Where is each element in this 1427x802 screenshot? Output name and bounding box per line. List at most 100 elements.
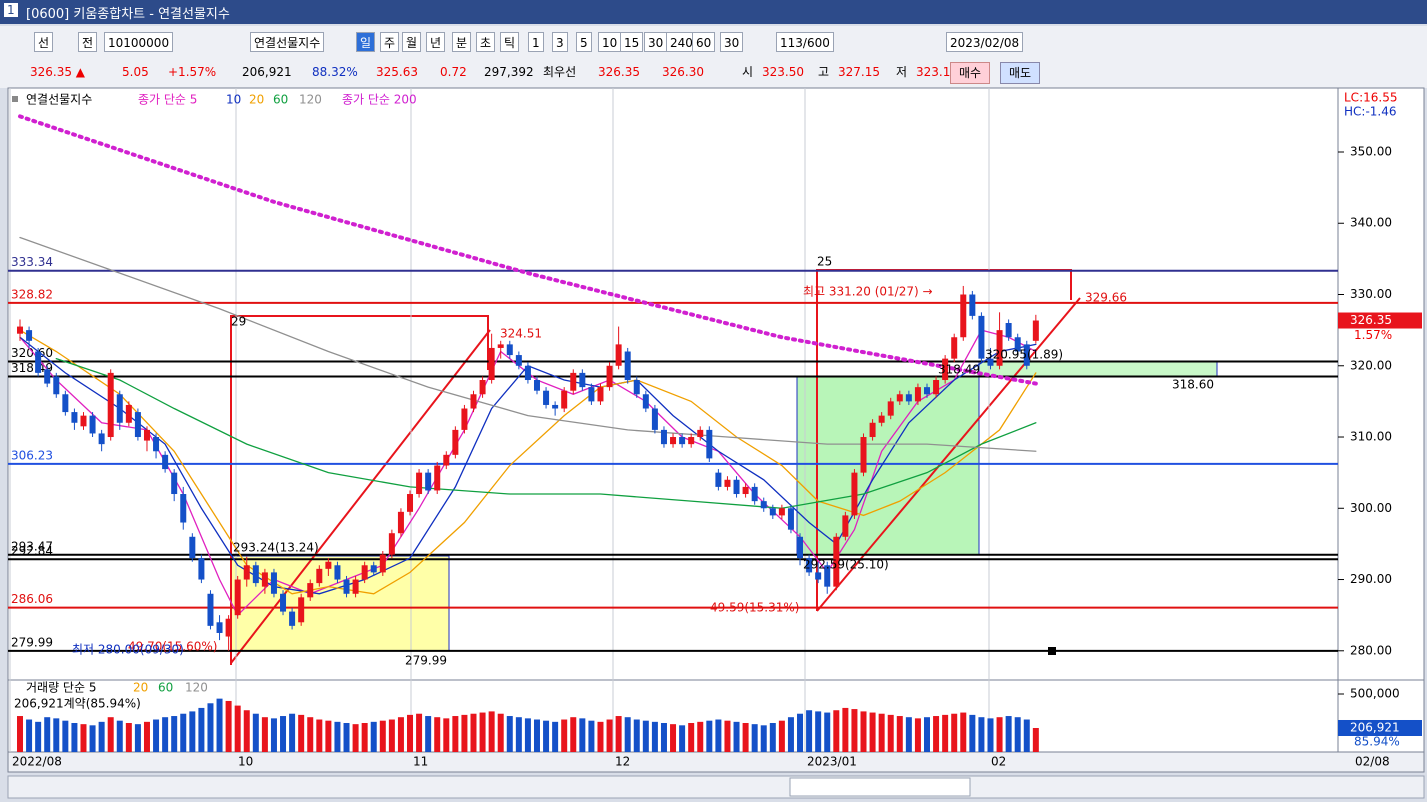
volume-bar: [660, 723, 667, 752]
candle-body: [833, 536, 840, 587]
candle-body: [688, 437, 695, 445]
volume-bar: [706, 720, 713, 752]
level-label: 328.82: [11, 287, 53, 301]
toolbar-button[interactable]: 30: [644, 32, 668, 52]
candle-body: [143, 429, 150, 441]
candle-body: [479, 380, 486, 395]
toolbar-button[interactable]: 선: [34, 32, 54, 52]
volume-bar: [815, 711, 822, 752]
toolbar-button[interactable]: 113/600: [776, 32, 834, 52]
quote-field[interactable]: 매수: [950, 62, 991, 84]
candle-body: [887, 401, 894, 416]
candle-body: [860, 437, 867, 473]
candle-body: [942, 358, 949, 381]
scrollbar[interactable]: [7, 775, 1425, 799]
candle-body: [842, 515, 849, 537]
candle-body: [869, 422, 876, 438]
toolbar-button[interactable]: 연결선물지수: [250, 32, 325, 52]
quote-field[interactable]: +1.57%: [168, 65, 217, 79]
range-box: [978, 361, 1218, 377]
candle-body: [1023, 344, 1030, 366]
volume-bar: [189, 711, 196, 752]
scroll-thumb[interactable]: [789, 777, 971, 797]
toolbar-button[interactable]: 1: [528, 32, 544, 52]
date-axis: [7, 751, 1425, 773]
toolbar-button[interactable]: 3: [552, 32, 568, 52]
volume-bar: [797, 713, 804, 752]
quote-field[interactable]: 5.05: [122, 65, 149, 79]
toolbar-button[interactable]: 주: [380, 32, 400, 52]
toolbar-button[interactable]: 2023/02/08: [946, 32, 1024, 52]
volume-bar: [842, 707, 849, 752]
quote-field[interactable]: 323.50: [762, 65, 804, 79]
y-tick-label: 300.00: [1350, 501, 1392, 515]
quote-field[interactable]: 327.15: [838, 65, 880, 79]
quote-field[interactable]: 매도: [1000, 62, 1041, 84]
volume-bar: [352, 724, 359, 752]
toolbar-button[interactable]: 60: [692, 32, 716, 52]
quote-field[interactable]: 고: [818, 65, 830, 79]
volume-bar: [697, 721, 704, 752]
candle-body: [488, 347, 495, 381]
candle-body: [198, 558, 205, 580]
toolbar-button[interactable]: 5: [576, 32, 592, 52]
quote-field[interactable]: 시: [742, 65, 754, 79]
volume-bar: [597, 721, 604, 752]
volume-bar: [307, 717, 314, 752]
volume-bar: [996, 717, 1003, 752]
quote-field[interactable]: 326.30: [662, 65, 704, 79]
volume-bar: [461, 714, 468, 752]
volume-bar: [397, 717, 404, 752]
toolbar-button[interactable]: 분: [452, 32, 472, 52]
toolbar-button[interactable]: 초: [476, 32, 496, 52]
quote-field[interactable]: 325.63: [376, 65, 418, 79]
quote-field[interactable]: 326.35 ▲: [30, 65, 86, 79]
title-bar: 1 [0600] 키움종합차트 - 연결선물지수: [0, 0, 1427, 24]
annotation: 329.66: [1085, 291, 1127, 305]
candle-body: [797, 536, 804, 559]
volume-bar: [180, 713, 187, 752]
toolbar-button[interactable]: 일: [356, 32, 376, 52]
candle-body: [443, 454, 450, 466]
candle-body: [26, 330, 33, 341]
quote-field[interactable]: 206,921: [242, 65, 292, 79]
candle-body: [452, 429, 459, 455]
legend-box: [12, 96, 18, 102]
quote-field[interactable]: 297,392: [484, 65, 534, 79]
candle-body: [624, 351, 631, 381]
quote-field[interactable]: 최우선: [543, 65, 577, 79]
annotation: 49.70(15.60%): [128, 640, 217, 654]
toolbar-button[interactable]: 15: [620, 32, 644, 52]
moving-average: [19, 236, 1037, 452]
candle-body: [951, 337, 958, 359]
volume-bar: [361, 723, 368, 752]
moving-average: [18, 114, 1038, 386]
candle-body: [914, 387, 921, 402]
candle-body: [361, 565, 368, 580]
volume-bar: [824, 712, 831, 752]
window-title: [0600] 키움종합차트 - 연결선물지수: [26, 7, 230, 22]
toolbar-button[interactable]: 10100000: [104, 32, 174, 52]
candle-body: [533, 380, 540, 391]
candle-body: [724, 479, 731, 487]
volume-bar: [261, 717, 268, 752]
quote-field[interactable]: 저: [896, 65, 908, 79]
volume-bar: [588, 720, 595, 752]
quote-field[interactable]: 323.10: [916, 65, 958, 79]
quote-field[interactable]: 88.32%: [312, 65, 358, 79]
candle-body: [461, 408, 468, 430]
quote-field[interactable]: 326.35: [598, 65, 640, 79]
volume-bar: [89, 725, 96, 752]
toolbar-button[interactable]: 전: [78, 32, 98, 52]
toolbar-button[interactable]: 240: [666, 32, 697, 52]
toolbar-button[interactable]: 년: [426, 32, 446, 52]
toolbar-button[interactable]: 월: [402, 32, 422, 52]
toolbar-button[interactable]: 30: [720, 32, 744, 52]
candle-body: [996, 330, 1003, 366]
legend-item: 60: [273, 93, 288, 107]
candle-body: [98, 433, 105, 445]
toolbar: 선 전 10100000 연결선물지수 일 주 월 년 분 초 틱 1 3 5 10 15 30 240 60 30 1…: [0, 26, 1427, 88]
quote-field[interactable]: 0.72: [440, 65, 467, 79]
candle-body: [851, 472, 858, 516]
toolbar-button[interactable]: 틱: [500, 32, 520, 52]
